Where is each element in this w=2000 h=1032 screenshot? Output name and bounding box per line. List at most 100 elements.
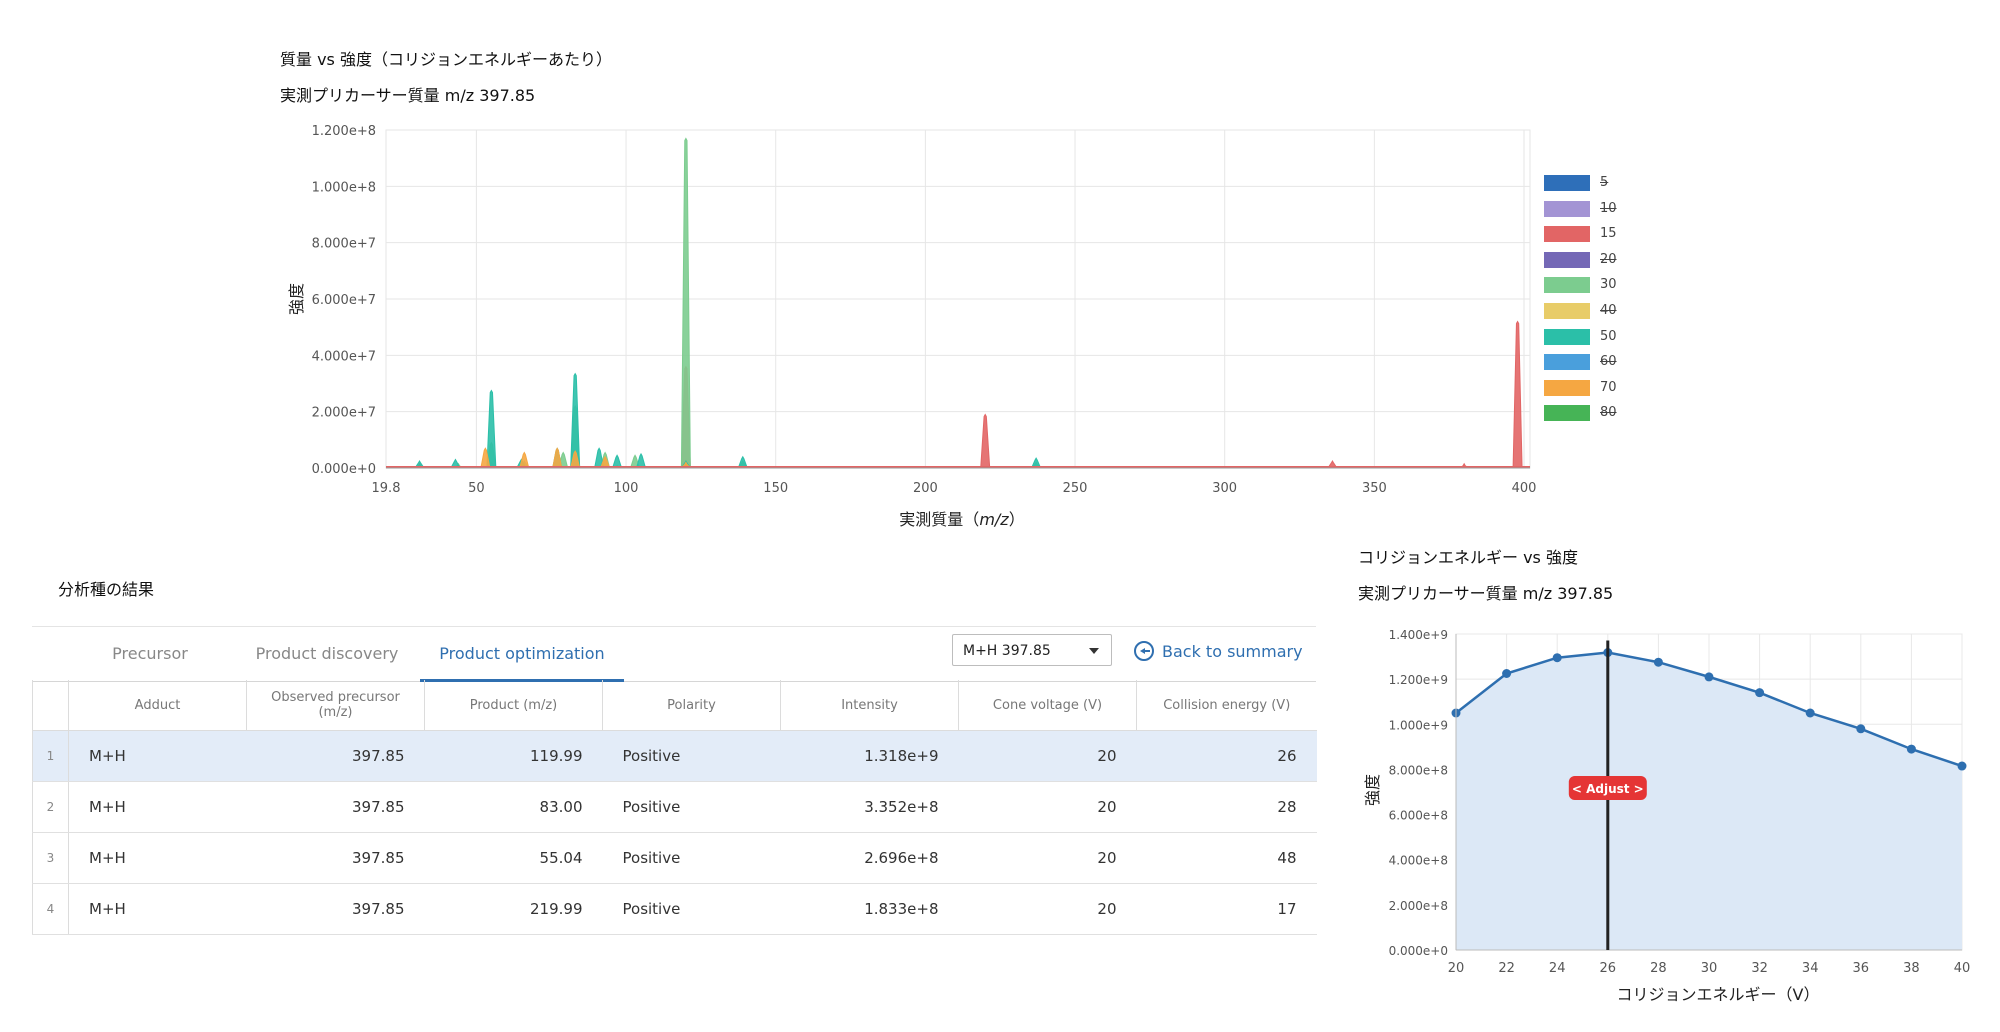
ce-x-tick-label: 36 xyxy=(1853,961,1870,976)
ce-y-axis-label: 強度 xyxy=(1363,774,1382,806)
table-row[interactable]: 4 M+H 397.85 219.99 Positive 1.833e+8 20… xyxy=(32,883,1317,935)
arrow-left-circle-icon xyxy=(1134,641,1154,661)
spectrum-series-50 xyxy=(414,372,1042,469)
spectrum-y-tick-label: 1.000e+8 xyxy=(312,180,376,195)
tab-product-discovery[interactable]: Product discovery xyxy=(255,644,399,663)
row-index: 4 xyxy=(32,883,69,935)
spectrum-x-tick-label: 300 xyxy=(1212,481,1237,496)
cell-collision-energy: 48 xyxy=(1136,832,1317,884)
cell-product: 219.99 xyxy=(424,883,603,935)
spectrum-y-tick-label: 4.000e+7 xyxy=(312,349,376,364)
legend-label: 70 xyxy=(1600,379,1617,395)
ce-area-fill xyxy=(1456,652,1962,950)
legend-swatch xyxy=(1544,251,1590,268)
cell-intensity: 1.318e+9 xyxy=(780,730,959,782)
ce-data-point xyxy=(1653,657,1663,667)
ce-chart-title: コリジョンエネルギー vs 強度 xyxy=(1358,548,1578,567)
legend-swatch xyxy=(1544,277,1590,294)
column-header-index xyxy=(32,680,69,731)
cell-adduct: M+H xyxy=(68,781,247,833)
tab-precursor[interactable]: Precursor xyxy=(112,644,188,663)
ce-y-tick-label: 1.200e+9 xyxy=(1389,673,1448,687)
spectrum-y-axis-label: 強度 xyxy=(287,283,306,315)
cell-product: 83.00 xyxy=(424,781,603,833)
spectrum-series-30 xyxy=(452,137,1042,469)
cell-product: 119.99 xyxy=(424,730,603,782)
legend-label: 5 xyxy=(1600,175,1609,190)
ce-y-tick-label: 2.000e+8 xyxy=(1389,899,1448,913)
ce-chart[interactable]: 20 22 24 26 28 30 32 34 36 38 400.000e+02.000e+84.… xyxy=(0,600,2000,1032)
column-header-intensity[interactable]: Intensity xyxy=(780,680,959,731)
tab-product-optimization[interactable]: Product optimization xyxy=(439,644,605,663)
ce-y-tick-label: 6.000e+8 xyxy=(1389,809,1448,823)
spectrum-chart[interactable]: 19.8 50 100 150 200 250 300 350 400 0.000e+0 2.000… xyxy=(0,0,2000,560)
cell-intensity: 2.696e+8 xyxy=(780,832,959,884)
cell-polarity: Positive xyxy=(602,832,781,884)
cell-adduct: M+H xyxy=(68,730,247,782)
spectrum-x-tick-label: 200 xyxy=(913,481,938,496)
cell-product: 55.04 xyxy=(424,832,603,884)
cell-cone-voltage: 20 xyxy=(958,832,1137,884)
table-row[interactable]: 3 M+H 397.85 55.04 Positive 2.696e+8 20 … xyxy=(32,832,1317,884)
adjust-button[interactable]: < Adjust > xyxy=(1568,776,1647,800)
cell-precursor: 397.85 xyxy=(246,832,425,884)
cell-polarity: Positive xyxy=(602,883,781,935)
column-header-cone-voltage[interactable]: Cone voltage (V) xyxy=(958,680,1137,731)
column-header-adduct[interactable]: Adduct xyxy=(68,680,247,731)
spectrum-series-15 xyxy=(413,320,1523,469)
table-row[interactable]: 2 M+H 397.85 83.00 Positive 3.352e+8 20 … xyxy=(32,781,1317,833)
ce-data-point xyxy=(1704,672,1714,682)
column-header-polarity[interactable]: Polarity xyxy=(602,680,781,731)
ce-points xyxy=(1451,648,1967,771)
legend-label: 30 xyxy=(1600,277,1617,293)
spectrum-y-tick-label: 6.000e+7 xyxy=(312,293,376,308)
legend-swatch xyxy=(1544,175,1590,191)
spectrum-y-tick-label: 8.000e+7 xyxy=(312,237,376,252)
ce-data-point xyxy=(1502,669,1512,678)
spectrum-x-axis-label: 実測質量（m/z） xyxy=(899,510,1024,529)
spectrum-grid xyxy=(385,129,1531,469)
legend-swatch xyxy=(1544,405,1590,422)
cell-cone-voltage: 20 xyxy=(958,781,1137,833)
back-to-summary-link[interactable]: Back to summary xyxy=(1134,638,1303,666)
spectrum-subtitle: 実測プリカーサー質量 m/z 397.85 xyxy=(280,86,536,105)
ce-x-tick-label: 28 xyxy=(1650,961,1667,976)
back-to-summary-label: Back to summary xyxy=(1162,642,1303,661)
spectrum-axes: 19.8 50 100 150 200 250 300 350 400 0.000e+0 2.000… xyxy=(312,124,1537,496)
ce-x-tick-label: 38 xyxy=(1903,961,1920,976)
spectrum-y-tick-label: 2.000e+7 xyxy=(312,406,376,421)
spectrum-x-tick-label: 250 xyxy=(1063,481,1088,496)
ce-x-tick-label: 30 xyxy=(1701,961,1718,976)
spectrum-series-group xyxy=(386,137,1530,469)
spectrum-x-tick-label: 350 xyxy=(1362,481,1387,496)
column-header-observed-precursor[interactable]: Observed precursor (m/z) xyxy=(246,680,425,731)
legend-label: 60 xyxy=(1600,354,1617,370)
row-index: 3 xyxy=(32,832,69,884)
cell-collision-energy: 17 xyxy=(1136,883,1317,935)
table-row[interactable]: 1 M+H 397.85 119.99 Positive 1.318e+9 20… xyxy=(32,730,1317,782)
cell-precursor: 397.85 xyxy=(246,730,425,782)
chevron-down-icon xyxy=(1089,648,1099,654)
column-header-product[interactable]: Product (m/z) xyxy=(424,680,603,731)
spectrum-x-tick-label: 400 xyxy=(1512,481,1537,496)
adduct-select[interactable]: M+H 397.85 xyxy=(952,634,1112,666)
cell-collision-energy: 28 xyxy=(1136,781,1317,833)
adjust-button-label: < Adjust > xyxy=(1572,782,1644,796)
table-header-row: Adduct Observed precursor (m/z) Product … xyxy=(32,680,1317,731)
ce-y-tick-label: 1.400e+9 xyxy=(1389,628,1448,642)
legend-swatch xyxy=(1544,226,1590,243)
legend-label: 20 xyxy=(1600,251,1617,267)
spectrum-series-70 xyxy=(480,447,692,469)
legend-label: 40 xyxy=(1600,303,1617,318)
column-header-collision-energy[interactable]: Collision energy (V) xyxy=(1136,680,1317,731)
legend-label: 15 xyxy=(1600,226,1617,242)
ce-x-tick-label: 40 xyxy=(1954,961,1971,976)
ce-y-tick-label: 4.000e+8 xyxy=(1389,854,1448,868)
spectrum-y-tick-label: 1.200e+8 xyxy=(312,124,376,139)
row-index: 2 xyxy=(32,781,69,833)
ce-x-tick-label: 26 xyxy=(1600,961,1617,976)
legend-swatch xyxy=(1544,328,1590,345)
cell-precursor: 397.85 xyxy=(246,883,425,935)
legend-swatch xyxy=(1544,200,1590,217)
spectrum-title: 質量 vs 強度（コリジョンエネルギーあたり） xyxy=(280,50,612,69)
